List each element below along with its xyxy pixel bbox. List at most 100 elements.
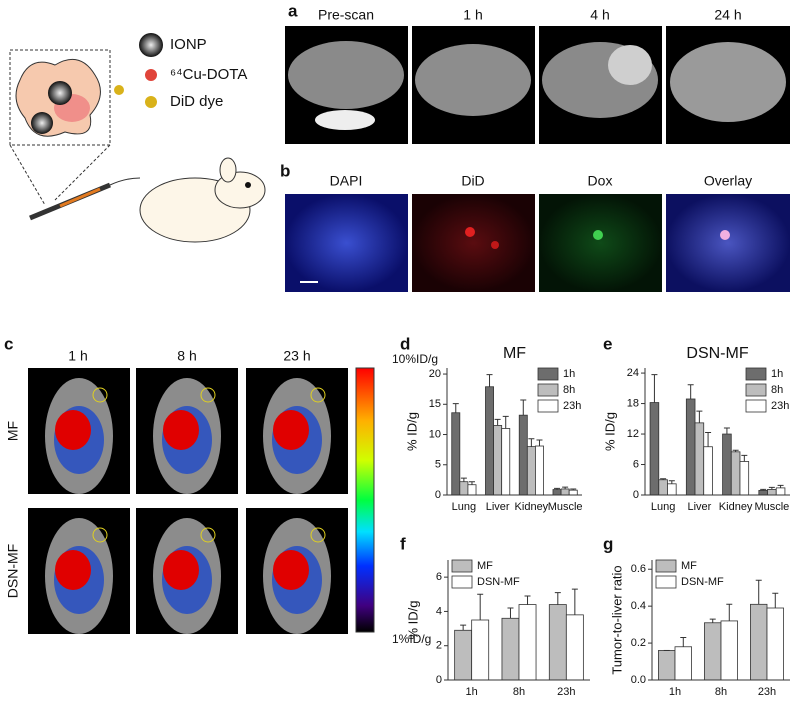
bar	[750, 603, 768, 681]
mri-bright	[315, 110, 375, 130]
tumor-marker	[200, 527, 216, 543]
mri-time: 1 h	[463, 7, 482, 23]
legend-swatch	[745, 367, 767, 381]
micro-image	[666, 194, 790, 292]
mouse-ear	[219, 157, 237, 183]
error-bar	[477, 593, 484, 620]
legend-label: MF	[681, 560, 697, 572]
error-bar	[741, 454, 748, 462]
error-bar	[486, 374, 493, 387]
x-tick-label: Lung	[651, 501, 675, 513]
pet-signal	[273, 550, 309, 590]
tumor-marker	[310, 527, 326, 543]
panel-label: c	[4, 334, 13, 353]
panel-label: d	[400, 334, 410, 353]
bar	[501, 617, 520, 681]
y-tick-label: 0.2	[631, 637, 646, 649]
legend-swatch	[451, 575, 473, 589]
pet-signal	[55, 410, 91, 450]
legend-ionp	[139, 33, 163, 57]
zoom-line	[9, 144, 46, 206]
error-bar	[768, 486, 775, 490]
error-bar	[705, 432, 712, 447]
error-bar	[570, 488, 577, 491]
legend-swatch	[655, 575, 677, 589]
signal	[720, 230, 730, 240]
legend-label: DSN-MF	[477, 576, 520, 588]
bar	[535, 445, 544, 496]
error-bar	[732, 449, 739, 452]
legend-text: ⁶⁴Cu-DOTA	[170, 66, 247, 83]
error-bar	[777, 484, 784, 488]
axes	[447, 560, 590, 681]
tumor-marker	[310, 387, 326, 403]
y-tick-label: 0.0	[631, 674, 646, 686]
y-tick-label: 24	[627, 367, 639, 379]
colorbar-min: 1%ID/g	[392, 632, 431, 646]
error-bar	[554, 487, 561, 490]
chart-title: DSN-MF	[686, 345, 748, 362]
error-bar	[536, 439, 543, 447]
signal	[491, 241, 499, 249]
tube	[109, 177, 141, 186]
error-bar	[668, 480, 675, 484]
channel-label: Dox	[588, 173, 613, 189]
bar	[518, 604, 537, 681]
y-tick-label: 15	[429, 398, 441, 410]
error-bar	[452, 403, 459, 413]
y-tick-label: 0.6	[631, 563, 646, 575]
legend-text: DiD dye	[170, 93, 223, 110]
y-tick-label: 18	[627, 397, 639, 409]
bar	[560, 488, 570, 496]
mouse-eye	[245, 182, 251, 188]
axes	[446, 368, 582, 496]
micro-image	[412, 194, 535, 292]
pet-signal	[55, 550, 91, 590]
y-tick-label: 0	[435, 489, 441, 501]
axes	[651, 560, 790, 681]
bar	[467, 484, 477, 496]
bar	[704, 622, 722, 681]
legend-label: 1h	[563, 368, 575, 380]
error-bar	[723, 427, 730, 435]
pet-row: DSN-MF	[5, 544, 21, 598]
syringe-fill	[59, 187, 101, 208]
bar	[454, 629, 473, 681]
bar	[667, 483, 677, 496]
colorbar	[355, 367, 375, 633]
channel-label: Overlay	[704, 173, 752, 189]
error-bar	[502, 415, 509, 429]
tumor-marker	[92, 387, 108, 403]
error-bar	[554, 592, 561, 605]
panel-label: g	[603, 534, 613, 553]
x-tick-label: Muscle	[548, 501, 583, 513]
legend-label: 8h	[563, 384, 575, 396]
error-bar	[687, 384, 694, 399]
legend-swatch	[537, 383, 559, 397]
bar	[720, 620, 738, 681]
bar	[685, 398, 696, 496]
y-tick-label: 4	[436, 605, 442, 617]
y-tick-label: 0	[633, 489, 639, 501]
bar	[552, 489, 562, 496]
y-axis-label: % ID/g	[602, 412, 617, 451]
bar	[703, 446, 713, 496]
bar	[485, 386, 494, 496]
x-tick-label: Liver	[486, 501, 510, 513]
legend-label: 23h	[771, 400, 789, 412]
bar	[739, 461, 750, 496]
pet-signal	[163, 410, 199, 450]
signal	[593, 230, 603, 240]
mri-bright	[608, 45, 652, 85]
legend-label: 8h	[771, 384, 783, 396]
inset-box	[9, 49, 111, 146]
y-axis-label: % ID/g	[405, 600, 420, 639]
bar	[548, 604, 567, 681]
bar	[459, 481, 469, 496]
error-bar	[660, 478, 667, 480]
panel-label: e	[603, 334, 612, 353]
pet-time: 8 h	[177, 348, 196, 364]
signal	[465, 227, 475, 237]
error-bar	[562, 486, 569, 489]
